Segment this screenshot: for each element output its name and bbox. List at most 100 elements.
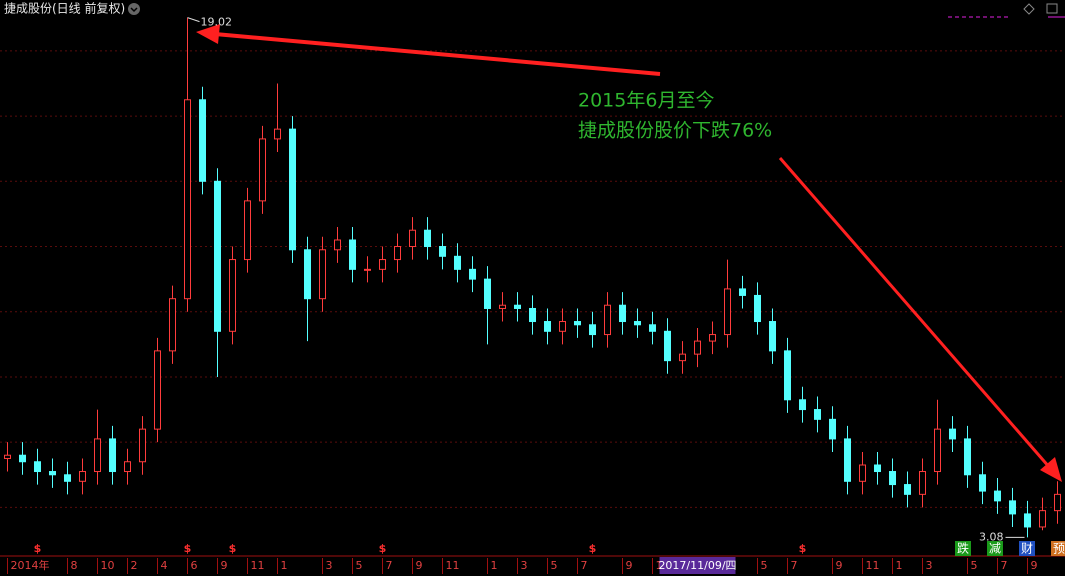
- tag[interactable]: 减: [989, 542, 1001, 556]
- x-tick-label: 3: [521, 559, 528, 572]
- candle-body: [814, 409, 821, 420]
- candle-body: [499, 304, 506, 309]
- cursor-box: [659, 557, 736, 574]
- tag[interactable]: 预: [1053, 542, 1065, 556]
- candle-body: [679, 353, 686, 362]
- candle-body: [124, 461, 131, 473]
- x-tick-label: 9: [626, 559, 633, 572]
- candle-body: [559, 321, 566, 332]
- x-tick-label: 11: [251, 559, 265, 572]
- candle-body: [544, 321, 551, 332]
- x-tick-label: 9: [416, 559, 423, 572]
- icon-diamond[interactable]: [1023, 3, 1035, 15]
- min-label: 3.08: [979, 530, 1004, 543]
- event-marker: $: [184, 542, 192, 555]
- candle-body: [859, 464, 866, 482]
- max-label: 19.02: [201, 16, 233, 29]
- candle-body: [589, 324, 596, 336]
- candle-body: [829, 418, 836, 440]
- plot-area: [0, 17, 1065, 538]
- candle-body: [949, 428, 956, 440]
- x-tick-label: 7: [581, 559, 588, 572]
- tag-box: [1051, 541, 1065, 556]
- candle-body: [664, 330, 671, 362]
- candle-body: [49, 471, 56, 476]
- candle-body: [934, 428, 941, 473]
- annotation: 捷成股份股价下跌76%: [578, 120, 772, 142]
- candle-body: [574, 321, 581, 326]
- tag[interactable]: 跌: [957, 541, 969, 556]
- candle-body: [799, 399, 806, 411]
- candle-body: [319, 249, 326, 300]
- candle-body: [1024, 513, 1031, 528]
- candle-body: [259, 138, 266, 202]
- candle-body: [64, 474, 71, 482]
- candle-body: [454, 255, 461, 270]
- x-tick-label: 7: [791, 559, 798, 572]
- event-marker: $: [589, 542, 597, 555]
- x-tick-label: 1: [491, 559, 498, 572]
- candle-body: [994, 490, 1001, 502]
- tag-box: [987, 541, 1003, 556]
- candle-body: [424, 229, 431, 248]
- candle-body: [634, 321, 641, 326]
- max-pointer: [187, 17, 200, 23]
- arrow: [778, 157, 1062, 482]
- dropdown-arrow: [130, 7, 138, 13]
- icon-window[interactable]: [1046, 3, 1058, 14]
- event-marker: $: [229, 542, 237, 555]
- event-marker: $: [799, 542, 807, 555]
- tag-box: [955, 541, 971, 556]
- candle-body: [34, 461, 41, 473]
- candle-body: [979, 474, 986, 492]
- candle-body: [1009, 500, 1016, 515]
- candle-body: [784, 350, 791, 401]
- candle-body: [514, 304, 521, 309]
- x-tick-label: 9: [1031, 559, 1038, 572]
- candle-body: [169, 298, 176, 352]
- candle-body: [844, 438, 851, 482]
- x-tick-label: 4: [161, 559, 168, 572]
- candle-body: [649, 324, 656, 332]
- x-tick-label: 6: [191, 559, 198, 572]
- candle-body: [724, 288, 731, 336]
- x-tick-label: 1: [656, 559, 663, 572]
- x-tick-label: 9: [836, 559, 843, 572]
- dropdown-icon[interactable]: [128, 3, 140, 15]
- x-tick-label: 8: [71, 559, 78, 572]
- tag-box: [1019, 541, 1035, 556]
- x-tick-label: 5: [551, 559, 558, 572]
- x-tick-label: 9: [221, 559, 228, 572]
- candle-body: [304, 249, 311, 300]
- chart-title: 捷成股份(日线 前复权): [4, 1, 125, 16]
- candle-body: [1054, 493, 1061, 512]
- candle-body: [334, 239, 341, 251]
- x-tick-label: 10: [101, 559, 115, 572]
- tag[interactable]: 财: [1021, 542, 1033, 556]
- candle-body: [874, 464, 881, 473]
- candle-body: [769, 321, 776, 352]
- candle-body: [439, 246, 446, 257]
- x-tick-label: 5: [356, 559, 363, 572]
- candle-body: [184, 99, 191, 300]
- candle-body: [469, 268, 476, 280]
- x-tick-label: 7: [1001, 559, 1008, 572]
- candle-body: [754, 294, 761, 323]
- event-marker: $: [379, 542, 387, 555]
- candle-body: [394, 246, 401, 261]
- x-tick-label: 2: [131, 559, 138, 572]
- candle-body: [604, 304, 611, 336]
- x-tick-label: 5: [761, 559, 768, 572]
- candle-body: [904, 484, 911, 495]
- x-tick-label: 5: [971, 559, 978, 572]
- candle-body: [94, 438, 101, 473]
- x-tick-label: 1: [896, 559, 903, 572]
- candle-body: [964, 438, 971, 476]
- x-tick-label: 11: [866, 559, 880, 572]
- candle-body: [919, 471, 926, 495]
- candle-body: [1039, 510, 1046, 528]
- candle-body: [274, 128, 281, 140]
- candle-body: [244, 200, 251, 261]
- candle-body: [79, 471, 86, 482]
- candle-body: [694, 340, 701, 355]
